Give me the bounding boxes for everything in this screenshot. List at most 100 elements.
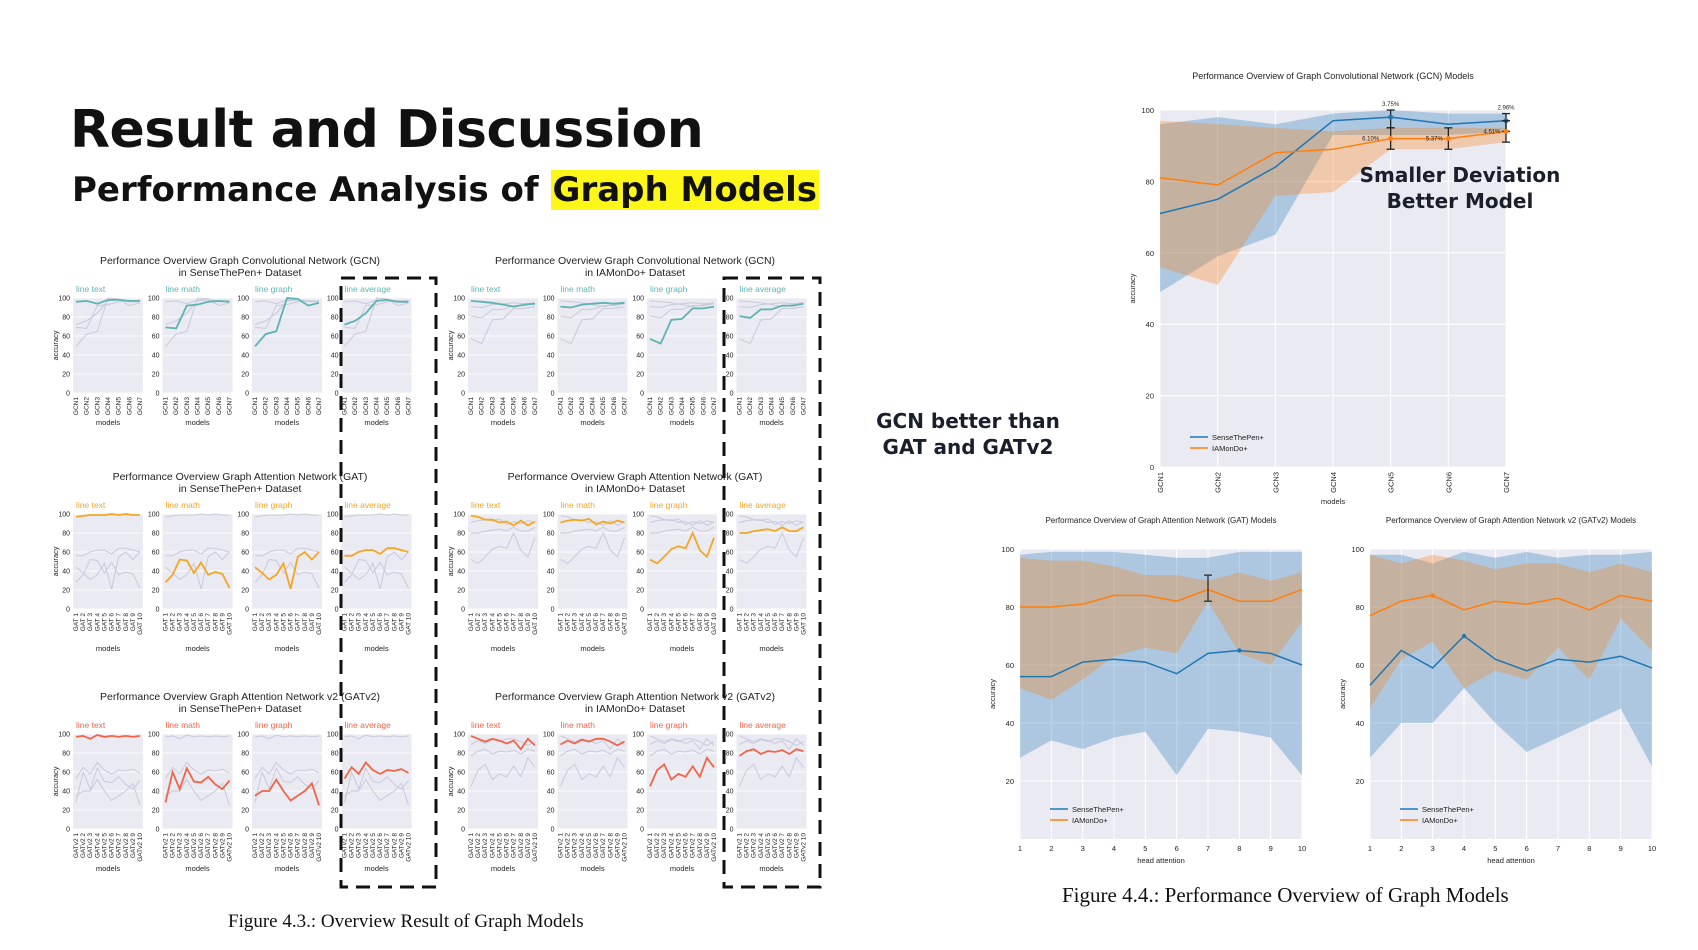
y-tick-label: 80	[457, 315, 465, 322]
series-line	[344, 547, 409, 557]
y-tick-label: 60	[152, 550, 160, 557]
x-tick-label: GCN5	[295, 397, 302, 415]
x-tick-label: GATv2 8	[697, 833, 704, 859]
x-tick-label: GAT 10	[622, 613, 629, 635]
x-tick-label: GATv2 7	[295, 833, 302, 859]
y-tick-label: 20	[726, 808, 734, 815]
x-tick-label: GATv2 6	[198, 833, 205, 859]
overview-x-tick: 1	[1018, 844, 1022, 853]
context-series-line	[560, 306, 625, 345]
mean-line	[1020, 649, 1303, 678]
x-tick-label: GAT 8	[518, 613, 525, 632]
overview-y-tick: 80	[1146, 177, 1154, 186]
x-tick-label: GATv2 4	[273, 833, 280, 859]
x-tick-label: GAT 1	[647, 613, 654, 632]
error-bar-point	[1503, 128, 1509, 134]
series-line	[649, 305, 715, 345]
x-tick-label: GCN6	[305, 397, 312, 415]
x-tick-label: GATv2 3	[661, 833, 668, 859]
y-tick-label: 20	[457, 372, 465, 379]
x-axis-label: models	[275, 418, 299, 427]
x-axis-label: models	[491, 864, 515, 873]
series-line	[254, 297, 320, 347]
x-tick-label: GATv2 4	[363, 833, 370, 859]
overview-title: Performance Overview of Graph Attention …	[1045, 516, 1276, 525]
x-tick-label: GCN1	[647, 397, 654, 415]
context-series-line	[739, 531, 804, 565]
x-tick-label: GAT 7	[600, 613, 607, 632]
mean-line	[1369, 635, 1653, 686]
y-tick-label: 40	[726, 353, 734, 360]
y-tick-label: 0	[640, 607, 644, 614]
y-tick-label: 100	[327, 732, 339, 739]
context-series-line	[739, 756, 804, 787]
x-tick-label: GAT 9	[219, 613, 226, 632]
grid-subtitle: in IAMonDo+ Dataset	[585, 483, 685, 495]
x-tick-label: GATv2 5	[496, 833, 503, 859]
y-tick-label: 80	[331, 751, 339, 758]
y-tick-label: 60	[726, 550, 734, 557]
x-tick-label: GATv2 3	[266, 833, 273, 859]
overview-x-label: head attention	[1137, 856, 1185, 865]
series-line	[470, 300, 536, 308]
x-tick-label: GAT 7	[511, 613, 518, 632]
x-tick-label: GAT 3	[266, 613, 273, 632]
y-tick-label: 20	[62, 588, 70, 595]
series-line	[738, 748, 804, 757]
y-tick-label: 0	[245, 391, 249, 398]
best-head-point	[1237, 648, 1242, 653]
x-tick-label: GATv2 9	[525, 833, 532, 859]
x-tick-label: GATv2 10	[801, 833, 808, 862]
overview-x-tick: GCN2	[1214, 472, 1223, 493]
overview-y-tick: 40	[1146, 320, 1154, 329]
y-tick-label: 0	[461, 391, 465, 398]
x-axis-label: models	[364, 864, 388, 873]
y-tick-label: 60	[547, 550, 555, 557]
x-tick-label: GCN2	[568, 397, 575, 415]
y-tick-label: 0	[156, 391, 160, 398]
overview-y-label: accuracy	[988, 679, 997, 709]
y-tick-label: 80	[62, 751, 70, 758]
y-tick-label: 20	[547, 808, 555, 815]
panel-label: line text	[76, 500, 106, 510]
x-tick-label: GCN1	[737, 397, 744, 415]
panel-background	[252, 514, 322, 609]
x-tick-label: GATv2 4	[489, 833, 496, 859]
x-tick-label: GATv2 6	[593, 833, 600, 859]
overview-x-tick: 4	[1112, 844, 1116, 853]
slide-subtitle: Performance Analysis of Graph Models	[72, 170, 820, 210]
x-axis-label: models	[185, 418, 209, 427]
y-tick-label: 100	[453, 512, 465, 519]
context-series-line	[344, 559, 409, 589]
context-series-line	[739, 302, 804, 309]
x-tick-label: GAT 1	[737, 613, 744, 632]
y-tick-label: 80	[152, 751, 160, 758]
x-tick-label: GCN4	[769, 397, 776, 415]
y-tick-label: 0	[551, 607, 555, 614]
x-tick-label: GAT 4	[489, 613, 496, 632]
overview-x-tick: 5	[1143, 844, 1147, 853]
best-head-point	[1430, 593, 1435, 598]
y-tick-label: 20	[62, 372, 70, 379]
y-tick-label: 0	[640, 391, 644, 398]
context-series-line	[254, 559, 320, 589]
gcn-deviation-note: 3.75%	[1382, 102, 1400, 108]
x-tick-label: GCN2	[352, 397, 359, 415]
x-tick-label: GATv2 8	[607, 833, 614, 859]
grid-subtitle: in IAMonDo+ Dataset	[585, 703, 685, 715]
panel-background	[252, 298, 322, 393]
y-tick-label: 40	[457, 353, 465, 360]
x-tick-label: GAT 5	[496, 613, 503, 632]
y-tick-label: 0	[551, 827, 555, 834]
panel-background	[647, 734, 717, 829]
x-tick-label: GAT 10	[406, 613, 413, 635]
panel-label: line graph	[255, 284, 293, 294]
panel-label: line math	[166, 500, 201, 510]
x-tick-label: GAT 7	[690, 613, 697, 632]
x-tick-label: GAT 8	[123, 613, 130, 632]
y-tick-label: 80	[726, 315, 734, 322]
panel-background	[468, 734, 538, 829]
series-line	[164, 765, 231, 803]
y-tick-label: 0	[461, 607, 465, 614]
x-tick-label: GAT 4	[94, 613, 101, 632]
